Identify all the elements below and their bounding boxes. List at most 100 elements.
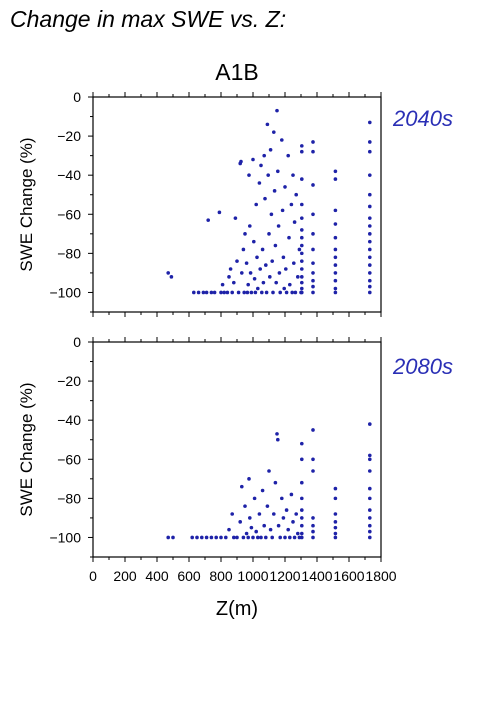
data-point [300,441,304,446]
data-point [280,208,285,213]
data-point [290,290,295,295]
data-point [268,275,272,279]
data-point [232,280,236,285]
data-point [263,196,267,201]
data-point [300,149,304,154]
x-tick-label: 1000 [237,568,268,584]
data-point [333,247,338,252]
data-point [257,512,262,516]
data-point [214,535,218,540]
data-point [219,535,223,540]
data-point [278,535,283,540]
data-point [273,243,278,248]
data-point [275,108,279,113]
data-point [281,516,286,520]
data-point [368,247,372,252]
data-point [368,263,372,267]
data-point [244,531,249,536]
data-point [266,173,271,177]
x-tick-label: 1800 [365,568,396,584]
data-point [247,477,251,481]
data-point [270,535,275,540]
data-point [333,512,338,516]
data-point [253,290,258,295]
data-point [333,222,338,226]
data-point [260,290,264,295]
data-point [368,216,372,220]
data-point [257,181,262,185]
data-point [248,271,253,275]
data-point [265,504,270,508]
data-point [286,153,291,158]
data-point [276,224,281,228]
data-point [296,275,300,279]
data-point [255,535,260,540]
data-point [368,204,372,209]
data-point [272,130,276,134]
data-point [333,177,338,181]
data-point [300,286,304,291]
data-point [222,290,226,295]
data-point [300,228,304,232]
data-point [270,259,275,263]
data-point [241,535,246,540]
data-point [300,523,304,528]
data-point [171,535,175,540]
y-tick-label: −60 [57,451,81,467]
data-point [190,535,194,540]
data-point [259,535,263,540]
data-point [291,173,295,177]
y-tick-label: −100 [49,284,81,300]
data-point [311,284,315,289]
data-point [284,267,288,271]
data-point [280,496,284,501]
y-tick-label: 0 [73,334,81,350]
y-tick-label: −60 [57,206,81,222]
data-point [274,280,279,285]
data-point [264,535,268,540]
data-point [286,527,291,532]
data-point [300,259,304,263]
data-point [333,271,338,275]
data-point [368,232,372,236]
data-point [333,278,338,283]
data-point [333,235,338,240]
data-point [204,290,209,295]
scenario-title: A1B [215,59,258,85]
data-point [300,235,304,240]
x-tick-label: 1400 [301,568,332,584]
data-point [292,535,297,540]
data-point [230,290,234,295]
data-point [251,535,255,540]
data-point [236,290,241,295]
data-point [333,290,338,295]
x-tick-label: 0 [89,568,97,584]
data-point [333,208,338,213]
data-point [195,535,199,540]
data-point [311,529,315,534]
data-point [289,492,294,497]
data-point [282,286,287,291]
data-point [311,232,315,236]
data-point [233,216,238,220]
data-point [277,271,282,275]
data-point [242,290,246,295]
data-point [287,235,291,240]
y-axis-label: SWE Change (%) [17,382,36,516]
data-point [368,224,372,228]
data-point [288,535,292,540]
data-point [273,480,278,485]
y-tick-label: −40 [57,167,81,183]
data-point [261,280,266,285]
data-point [333,496,338,501]
data-point [300,290,304,295]
data-point [248,516,252,520]
data-point [288,282,292,287]
x-axis-label: Z(m) [216,598,258,620]
x-tick-label: 200 [113,568,137,584]
data-point [333,535,338,540]
data-point [311,261,315,265]
data-point [368,453,372,458]
plot-frame [92,341,382,558]
data-point [239,159,243,164]
